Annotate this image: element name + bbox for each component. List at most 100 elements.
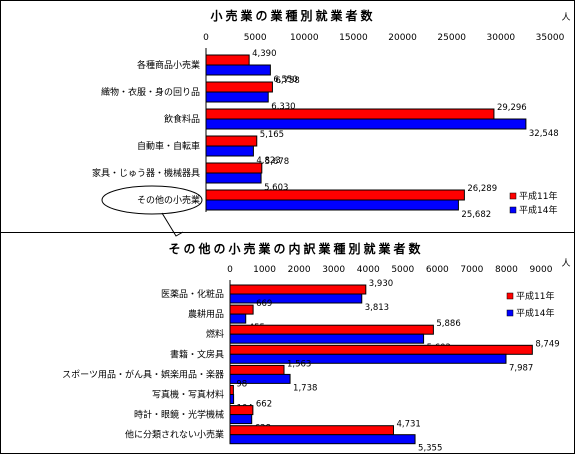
chart2-categories: 医薬品・化粧品農耕用品燃料書籍・文房具スポーツ用品・がん具・娯楽用品・楽器写真機… bbox=[62, 288, 224, 441]
c1-data-label: 25,682 bbox=[461, 210, 491, 220]
c1-tick-label: 20000 bbox=[388, 33, 417, 43]
c1-tick-label: 5000 bbox=[244, 33, 267, 43]
c2-category-label: 時計・眼鏡・光学機械 bbox=[134, 409, 224, 421]
chart1-x-axis: 0 5000 10000 15000 20000 25000 30000 35000 bbox=[203, 33, 564, 43]
c1-tick-label: 30000 bbox=[487, 33, 516, 43]
c2-tick-label: 0 bbox=[227, 265, 233, 275]
c2-category-label: 農耕用品 bbox=[188, 308, 224, 320]
c1-bar-h11 bbox=[205, 135, 258, 147]
c1-bar-h14 bbox=[205, 199, 459, 211]
chart2-title: その他の小売業の内訳業種別就業者数 bbox=[168, 241, 423, 256]
c1-bar-h11 bbox=[205, 108, 495, 120]
c2-category-label: スポーツ用品・がん具・娯楽用品・楽器 bbox=[62, 368, 224, 380]
c2-category-label: 書籍・文房具 bbox=[170, 348, 224, 360]
c1-bar-h14 bbox=[205, 172, 262, 184]
c2-tick-label: 1000 bbox=[253, 265, 276, 275]
c2-bar-h11 bbox=[229, 304, 254, 315]
c1-bar-h14 bbox=[205, 64, 271, 76]
c1-legend-label: 平成14年 bbox=[519, 204, 557, 216]
c2-legend-label: 平成11年 bbox=[516, 290, 554, 302]
c2-data-label: 669 bbox=[256, 299, 272, 309]
c2-data-label: 8,749 bbox=[535, 339, 559, 349]
c2-data-label: 1,738 bbox=[293, 383, 317, 393]
c2-legend-swatch bbox=[506, 292, 514, 300]
c1-tick-label: 15000 bbox=[339, 33, 368, 43]
c2-bar-h11 bbox=[229, 405, 254, 416]
c2-data-label: 3,813 bbox=[365, 303, 389, 313]
c1-data-label: 6,330 bbox=[271, 102, 295, 112]
c1-data-label: 6,550 bbox=[273, 75, 297, 85]
c1-bar-h14 bbox=[205, 91, 269, 103]
c1-bar-h11 bbox=[205, 81, 273, 93]
c2-category-label: 燃料 bbox=[206, 328, 224, 340]
c2-tick-label: 7000 bbox=[460, 265, 483, 275]
c1-data-label: 29,296 bbox=[497, 103, 527, 113]
c2-bar-h11 bbox=[229, 364, 285, 375]
c1-legend-label: 平成11年 bbox=[519, 190, 557, 202]
c1-data-label: 4,823 bbox=[256, 156, 280, 166]
chart1-unit: 人 bbox=[561, 12, 570, 23]
c2-bar-h14 bbox=[229, 313, 247, 324]
c2-tick-label: 3000 bbox=[322, 265, 345, 275]
c1-data-label: 5,678 bbox=[265, 157, 289, 167]
c2-data-label: 3,930 bbox=[369, 279, 393, 289]
c1-category-label: 自動車・自転車 bbox=[137, 140, 200, 152]
c1-data-label: 26,289 bbox=[467, 184, 497, 194]
c1-category-label: 家具・じゅう器・機械器具 bbox=[92, 167, 200, 179]
c2-bar-h11 bbox=[229, 324, 434, 335]
c2-data-label: 7,987 bbox=[509, 363, 533, 373]
c2-bar-h14 bbox=[229, 434, 416, 445]
callout-pointer bbox=[161, 212, 184, 237]
c1-category-label: 各種商品小売業 bbox=[137, 59, 200, 71]
chart2-unit: 人 bbox=[561, 258, 570, 269]
c2-tick-label: 2000 bbox=[288, 265, 311, 275]
c2-bar-h14 bbox=[229, 293, 363, 304]
c1-category-label: 飲食料品 bbox=[164, 113, 200, 125]
c1-tick-label: 10000 bbox=[290, 33, 319, 43]
c2-legend-swatch bbox=[506, 309, 514, 317]
c2-bar-h14 bbox=[229, 333, 425, 344]
c1-data-label: 5,165 bbox=[260, 130, 284, 140]
c2-category-label: 写真機・写真材料 bbox=[152, 389, 224, 401]
c2-bar-h11 bbox=[229, 344, 533, 355]
c1-category-label: その他の小売業 bbox=[137, 194, 200, 206]
c2-data-label: 4,731 bbox=[396, 420, 420, 430]
chart2-bars: 3,9303,8136694555,8865,6028,7497,9871,56… bbox=[229, 279, 560, 454]
c1-data-label: 4,390 bbox=[252, 49, 276, 59]
c2-category-label: 医薬品・化粧品 bbox=[161, 288, 224, 300]
c1-legend-swatch bbox=[509, 192, 517, 200]
c2-tick-label: 8000 bbox=[495, 265, 518, 275]
c2-bar-h14 bbox=[229, 414, 253, 425]
c2-data-label: 662 bbox=[256, 400, 272, 410]
c2-bar-h11 bbox=[229, 425, 394, 436]
c1-data-label: 6,758 bbox=[275, 76, 299, 86]
c2-category-label: 他に分類されない小売業 bbox=[125, 429, 224, 441]
c1-bar-h14 bbox=[205, 118, 527, 130]
c1-bar-h11 bbox=[205, 189, 465, 201]
c1-data-label: 5,603 bbox=[264, 183, 288, 193]
c2-data-label: 1,563 bbox=[287, 359, 311, 369]
c1-bar-h11 bbox=[205, 162, 263, 174]
c1-category-label: 織物・衣服・身の回り品 bbox=[101, 86, 200, 98]
c2-data-label: 5,886 bbox=[436, 319, 460, 329]
c2-tick-label: 4000 bbox=[357, 265, 380, 275]
c1-tick-label: 0 bbox=[203, 33, 209, 43]
c1-bar-h14 bbox=[205, 145, 254, 157]
chart2-x-axis: 0 1000 2000 3000 4000 5000 6000 7000 8000 9000 bbox=[227, 265, 553, 275]
c2-data-label: 5,355 bbox=[418, 444, 442, 454]
c1-bar-h11 bbox=[205, 54, 250, 66]
c1-legend-swatch bbox=[509, 206, 517, 214]
chart1-title: 小売業の業種別就業者数 bbox=[210, 8, 375, 23]
c2-tick-label: 5000 bbox=[391, 265, 414, 275]
c2-bar-h11 bbox=[229, 385, 234, 395]
c2-legend-label: 平成14年 bbox=[516, 307, 554, 319]
callout-ellipse bbox=[101, 185, 203, 215]
c2-data-label: 98 bbox=[236, 380, 247, 390]
c2-tick-label: 9000 bbox=[530, 265, 553, 275]
c2-tick-label: 6000 bbox=[426, 265, 449, 275]
c2-bar-h14 bbox=[229, 394, 235, 404]
